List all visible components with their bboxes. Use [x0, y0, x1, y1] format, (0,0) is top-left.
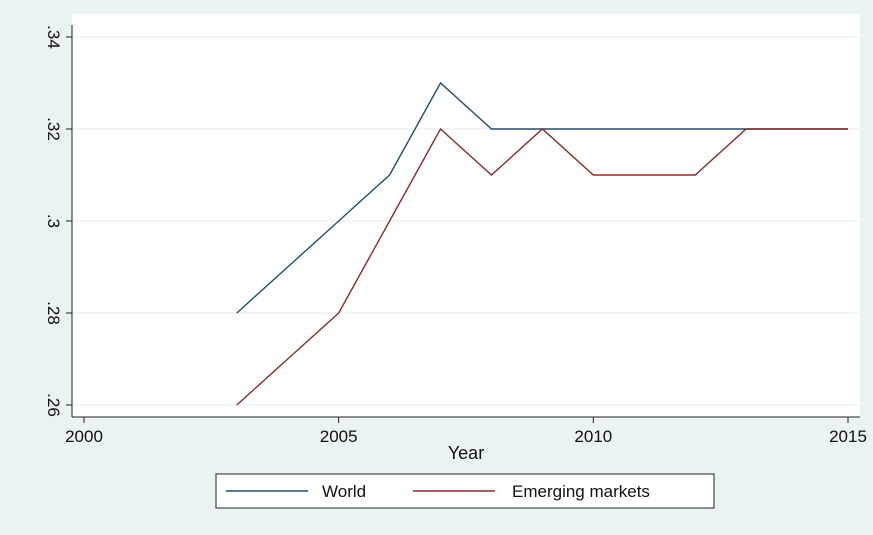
axes: .26 .28 .3 .32 .34 2000 2005 2010 2015: [44, 25, 867, 446]
legend-label-1: Emerging markets: [512, 482, 650, 501]
plot-area: [72, 14, 860, 417]
y-tick-label: .34: [44, 25, 63, 49]
x-tick-label: 2005: [320, 427, 358, 446]
series-line-emerging-markets: [236, 127, 848, 406]
legend: World Emerging markets: [215, 473, 715, 509]
y-tick-label: .28: [44, 301, 63, 325]
legend-label-0: World: [322, 482, 366, 501]
x-axis-title: Year: [448, 443, 484, 463]
series: [236, 81, 848, 406]
y-tick-label: .3: [44, 214, 63, 228]
y-tick-label: .32: [44, 117, 63, 141]
x-tick-label: 2015: [829, 427, 867, 446]
y-tick-label: .26: [44, 393, 63, 417]
x-tick-label: 2010: [574, 427, 612, 446]
x-tick-label: 2000: [65, 427, 103, 446]
